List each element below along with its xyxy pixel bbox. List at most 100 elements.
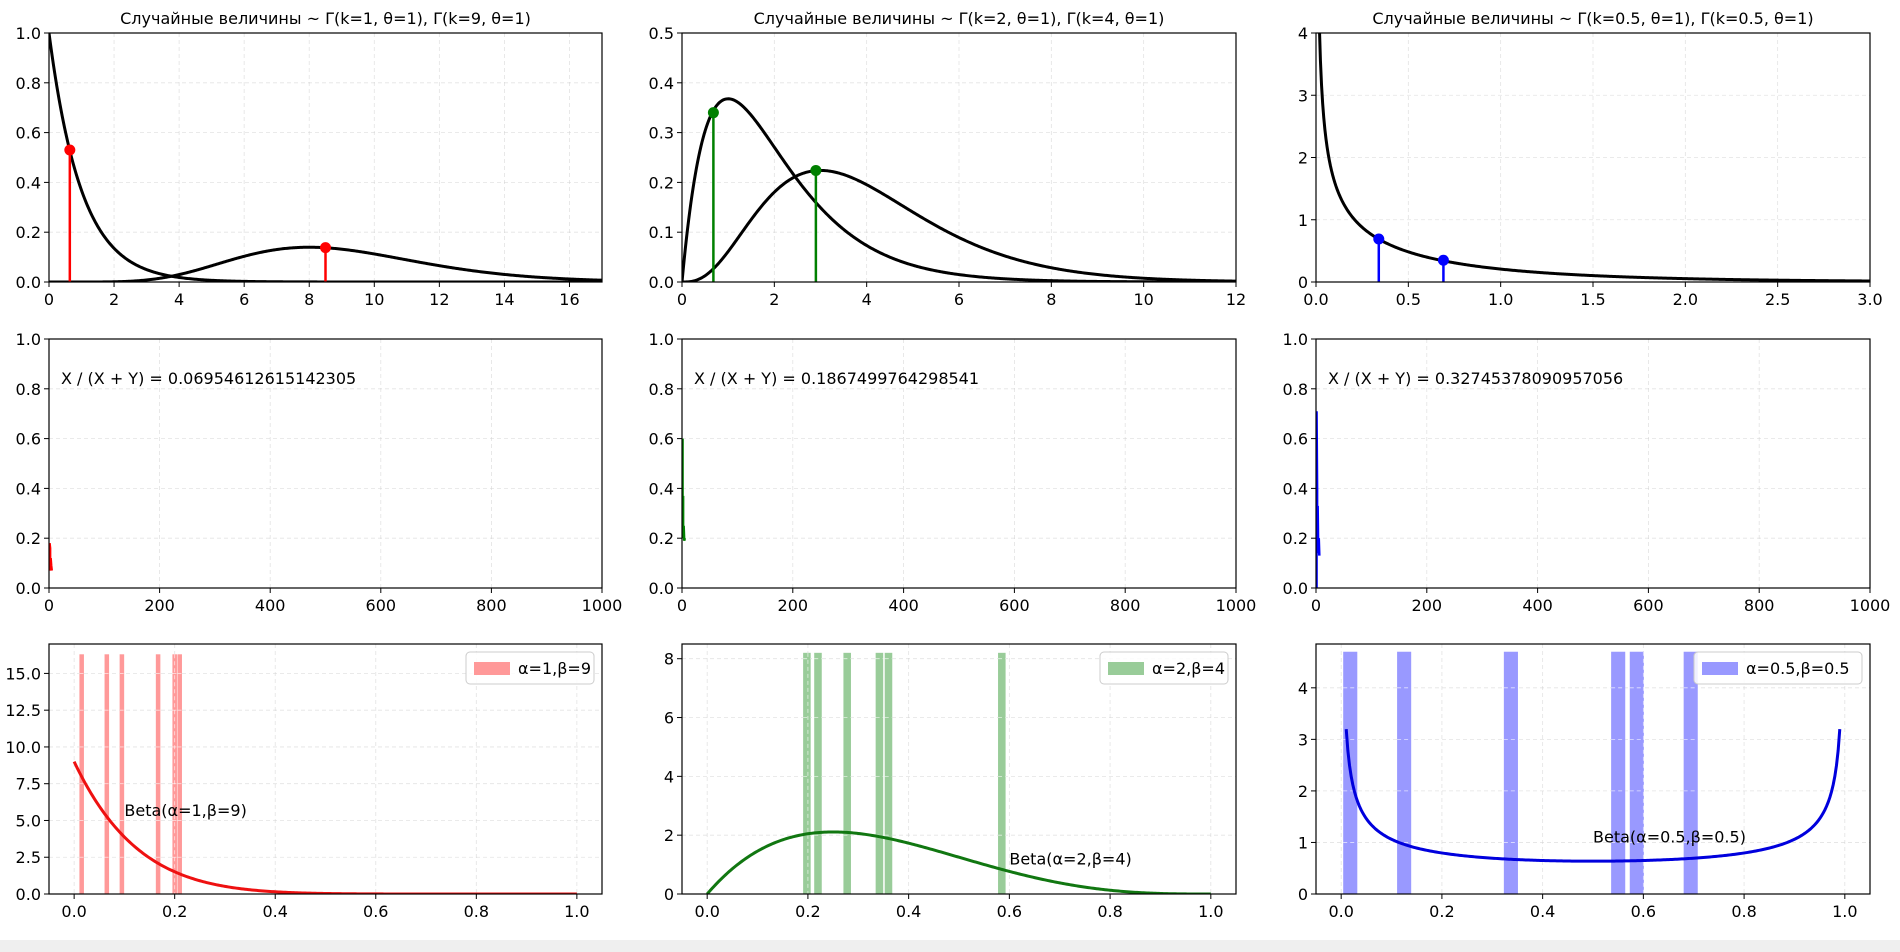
- sample-marker: [320, 242, 331, 254]
- y-tick-label: 0.8: [649, 380, 674, 399]
- x-tick-label: 1000: [1850, 596, 1891, 615]
- histogram-bar: [998, 652, 1006, 894]
- y-tick-label: 1: [1298, 833, 1308, 852]
- y-tick-label: 0.6: [1283, 430, 1308, 449]
- panel-title: Случайные величины ~ Γ(k=0.5, θ=1), Γ(k=…: [1372, 9, 1813, 28]
- y-tick-label: 0.0: [16, 579, 41, 598]
- x-tick-label: 0.8: [1097, 902, 1122, 921]
- x-tick-label: 0.0: [1328, 902, 1353, 921]
- y-tick-label: 4: [1298, 679, 1308, 698]
- y-tick-label: 4: [664, 767, 674, 786]
- ticks: 0 2 4 6 8 10 12 0.0 0.1 0.2 0.3 0.4 0.5: [649, 24, 1247, 309]
- x-tick-label: 0.4: [1530, 902, 1555, 921]
- legend: α=1,β=9: [465, 651, 595, 685]
- panel-row1-col2: 0 2 4 6 8 10 12 0.0 0.1 0.2 0.3 0.4 0.5 Случайные вел…: [649, 9, 1247, 309]
- legend: α=2,β=4: [1099, 651, 1229, 685]
- x-tick-label: 10: [364, 290, 384, 309]
- legend-label: α=1,β=9: [518, 659, 591, 678]
- x-tick-label: 600: [999, 596, 1030, 615]
- bar-grid-overlay: [803, 652, 1006, 894]
- ticks: 0.0 0.5 1.0 1.5 2.0 2.5 3.0 0 1 2 3 4: [1298, 24, 1883, 309]
- axes-frame: [48, 32, 603, 283]
- panel-row3-col2: Beta(α=2,β=4) α=2,β=4 0.0 0.2 0.4 0.6 0.8 1.0 0 2…: [664, 643, 1237, 921]
- y-tick-label: 3: [1298, 86, 1308, 105]
- panel-row3-col1: Beta(α=1,β=9)α=1,β=90.0 0.2 0.4 0.6 0.8 1.00.…: [5, 643, 603, 921]
- y-tick-label: 1.0: [649, 330, 674, 349]
- x-tick-label: 2.5: [1765, 290, 1790, 309]
- legend: α=0.5,β=0.5: [1693, 651, 1863, 685]
- ratio-trace: [1316, 411, 1321, 588]
- histogram-bar: [1397, 651, 1412, 894]
- x-tick-label: 0: [1311, 596, 1321, 615]
- legend-swatch: [1702, 662, 1738, 675]
- ratio-annotation: X / (X + Y) = 0.06954612615142305: [61, 369, 356, 388]
- y-tick-label: 0.0: [16, 885, 41, 904]
- y-tick-label: 0: [1298, 885, 1308, 904]
- histogram-bar: [1683, 651, 1698, 894]
- grid: [681, 32, 1237, 283]
- y-tick-label: 4: [1298, 24, 1308, 43]
- histogram-bar: [1611, 651, 1626, 894]
- y-tick-label: 15.0: [5, 664, 41, 683]
- legend-label: α=2,β=4: [1152, 659, 1225, 678]
- histogram-bar: [843, 652, 851, 894]
- y-tick-label: 7.5: [16, 775, 41, 794]
- ticks: 0.0 0.2 0.4 0.6 0.8 1.0 0.0 2.5 5.0 7.5 10.0 12.5 15…: [5, 664, 589, 921]
- beta-label: Beta(α=1,β=9): [124, 801, 246, 820]
- y-tick-label: 0.2: [649, 173, 674, 192]
- legend-label: α=0.5,β=0.5: [1746, 659, 1850, 678]
- y-tick-label: 12.5: [5, 701, 41, 720]
- axes-frame: [48, 643, 603, 895]
- x-tick-label: 0: [677, 290, 687, 309]
- gamma-curve-1: [1318, 33, 1870, 282]
- x-tick-label: 0.4: [896, 902, 921, 921]
- x-tick-label: 600: [1633, 596, 1664, 615]
- ticks: 0 2 4 6 8 10 12 14 16 0.0 0.2 0.4 0.6 0.8 1.0: [16, 24, 580, 309]
- axes-frame: [1315, 338, 1871, 589]
- ratio-trace: [682, 438, 686, 541]
- legend-swatch: [474, 662, 510, 675]
- axes-frame: [681, 643, 1237, 895]
- bar-grid-overlay: [1343, 651, 1698, 894]
- y-tick-label: 0: [664, 885, 674, 904]
- x-tick-label: 0.2: [1429, 902, 1454, 921]
- ticks: 0.0 0.2 0.4 0.6 0.8 1.0 0 2 4 6 8: [664, 650, 1224, 921]
- histogram-bar: [119, 654, 125, 894]
- sample-marker: [64, 144, 76, 156]
- beta-curve: [1344, 728, 1842, 863]
- x-tick-label: 1.0: [1488, 290, 1513, 309]
- ticks: 0 200 400 600 800 1000 0.0 0.2 0.4 0.6 0.8 1.0: [16, 330, 623, 615]
- plot-area: [682, 438, 686, 541]
- x-tick-label: 400: [1522, 596, 1553, 615]
- x-tick-label: 200: [1412, 596, 1443, 615]
- y-tick-label: 5.0: [16, 811, 41, 830]
- x-tick-label: 6: [239, 290, 249, 309]
- y-tick-label: 0.4: [649, 74, 674, 93]
- y-tick-label: 0.4: [649, 479, 674, 498]
- histogram-bar: [884, 652, 893, 894]
- x-tick-label: 200: [144, 596, 175, 615]
- ratio-trace: [49, 543, 54, 571]
- y-tick-label: 0.4: [16, 479, 41, 498]
- ticks: 0 200 400 600 800 1000 0.0 0.2 0.4 0.6 0.8 1.0: [649, 330, 1257, 615]
- x-tick-label: 1.0: [564, 902, 589, 921]
- y-tick-label: 0.4: [16, 173, 41, 192]
- histogram-bar: [177, 654, 182, 894]
- x-tick-label: 800: [1110, 596, 1141, 615]
- y-tick-label: 0.0: [649, 579, 674, 598]
- axes-frame: [1315, 643, 1871, 895]
- x-tick-label: 0: [44, 596, 54, 615]
- x-tick-label: 0.0: [1303, 290, 1328, 309]
- x-tick-label: 800: [476, 596, 507, 615]
- x-tick-label: 8: [304, 290, 314, 309]
- x-tick-label: 0.8: [1731, 902, 1756, 921]
- x-tick-label: 400: [888, 596, 919, 615]
- plot-area: [1343, 651, 1842, 894]
- panel-row1-col1: 0 2 4 6 8 10 12 14 16 0.0 0.2 0.4 0.6 0.8 1.0 Случайные…: [16, 9, 603, 309]
- x-tick-label: 4: [862, 290, 872, 309]
- x-tick-label: 200: [778, 596, 809, 615]
- panel-row1-col3: 0.0 0.5 1.0 1.5 2.0 2.5 3.0 0 1 2 3 4 Случайные вели…: [1298, 9, 1883, 309]
- y-tick-label: 0.4: [1283, 479, 1308, 498]
- x-tick-label: 0.4: [263, 902, 288, 921]
- x-tick-label: 0.0: [694, 902, 719, 921]
